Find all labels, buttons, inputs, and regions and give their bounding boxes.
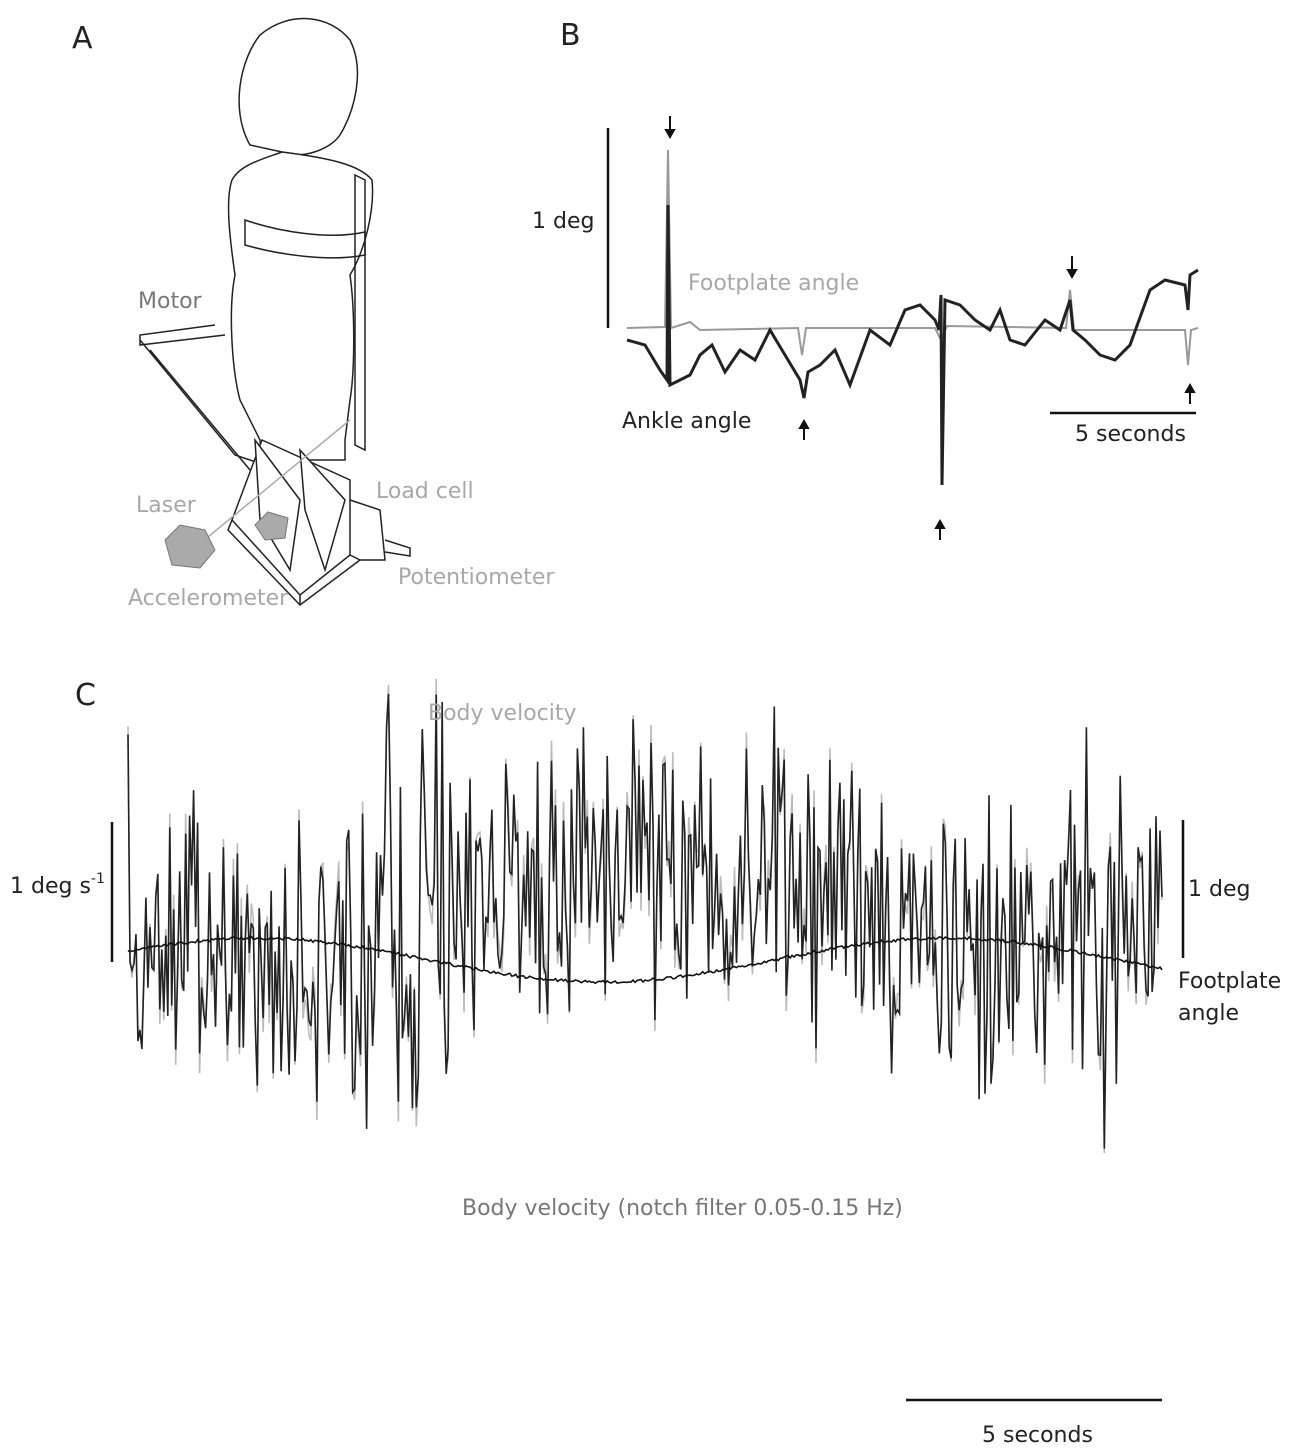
filtered-velocity-trace [127,693,1163,1149]
panel-label: A [72,21,93,56]
scale-label: 5 seconds [1075,422,1186,447]
part-label: Laser [136,493,197,518]
part-label: Accelerometer [128,586,289,611]
part-label: Motor [138,289,203,314]
panel-label: C [75,678,96,713]
footplate-trace [127,935,1163,985]
scale-label: 1 deg [1188,877,1250,902]
event-arrows [664,116,1196,540]
ankle-trace [626,204,1199,486]
footplate-trace [626,149,1199,366]
trace-label: Body velocity [428,701,577,726]
trace-label: Footplate angle [688,271,859,296]
scale-label: 1 deg [532,209,594,234]
panel-label: B [560,18,581,53]
scale-label: 5 seconds [982,1423,1093,1448]
part-label: Load cell [376,479,474,504]
part-label: Potentiometer [398,565,555,590]
laser-icon [164,524,216,569]
trace-label: Ankle angle [622,409,751,434]
apparatus-drawing [139,17,411,606]
trace-label: Body velocity (notch filter 0.05-0.15 Hz… [462,1196,903,1221]
accelerometer-icon [254,511,289,541]
scale-label: 1 deg s-1 [10,871,105,899]
trace-label: Footplate angle [1178,969,1282,1026]
body-velocity-trace [127,678,1163,1154]
